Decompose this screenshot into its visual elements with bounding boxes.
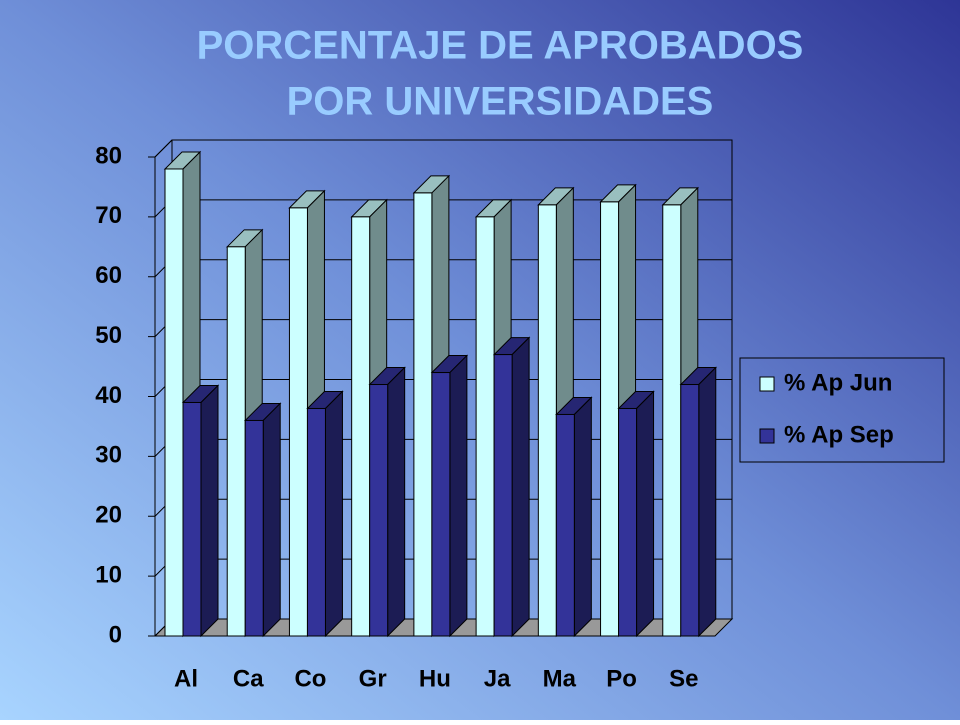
bar: [431, 372, 451, 637]
y-tick-label: 0: [109, 621, 122, 648]
x-tick-label: Ca: [233, 665, 264, 692]
bar: [306, 407, 326, 637]
grid-line: [154, 139, 173, 158]
x-tick-label: Gr: [359, 665, 387, 692]
bar: [182, 401, 202, 637]
chart-title: PORCENTAJE DE APROBADOS: [197, 24, 804, 68]
y-tick-label: 10: [95, 561, 122, 588]
y-tick-label: 50: [95, 322, 122, 349]
y-tick-label: 30: [95, 442, 122, 469]
chart-title: POR UNIVERSIDADES: [287, 80, 714, 124]
bar-side: [262, 402, 281, 638]
bar: [537, 204, 557, 637]
x-tick-label: Al: [174, 665, 198, 692]
bar: [555, 413, 575, 637]
legend-swatch: [759, 376, 775, 392]
y-tick-label: 60: [95, 262, 122, 289]
y-tick-label: 70: [95, 202, 122, 229]
bar: [351, 216, 371, 637]
x-tick-label: Po: [606, 665, 637, 692]
bar-side: [636, 390, 655, 638]
bar-side: [387, 366, 406, 638]
bar-side: [511, 336, 530, 638]
x-tick-label: Ja: [484, 665, 511, 692]
x-tick-label: Se: [669, 665, 698, 692]
bar: [226, 246, 246, 637]
legend-label: % Ap Sep: [784, 421, 894, 448]
legend-label: % Ap Jun: [784, 369, 892, 396]
y-tick-label: 40: [95, 382, 122, 409]
bar: [164, 168, 184, 637]
legend-swatch: [759, 428, 775, 444]
bar-side: [200, 384, 219, 638]
x-tick-label: Hu: [419, 665, 451, 692]
bar-side: [573, 396, 592, 638]
x-tick-label: Ma: [543, 665, 577, 692]
bar: [244, 419, 264, 637]
bar: [493, 354, 513, 637]
x-tick-label: Co: [294, 665, 326, 692]
bar-side: [324, 390, 343, 638]
bar: [413, 192, 433, 637]
y-tick-label: 80: [95, 142, 122, 169]
bar: [288, 207, 308, 637]
legend-box: [739, 357, 945, 463]
bar: [475, 216, 495, 637]
y-tick-label: 20: [95, 502, 122, 529]
bar: [662, 204, 682, 637]
bar: [680, 384, 700, 637]
bar: [600, 201, 620, 637]
bar-side: [698, 366, 717, 638]
bar-side: [449, 354, 468, 638]
bar: [618, 407, 638, 637]
bar: [369, 384, 389, 637]
